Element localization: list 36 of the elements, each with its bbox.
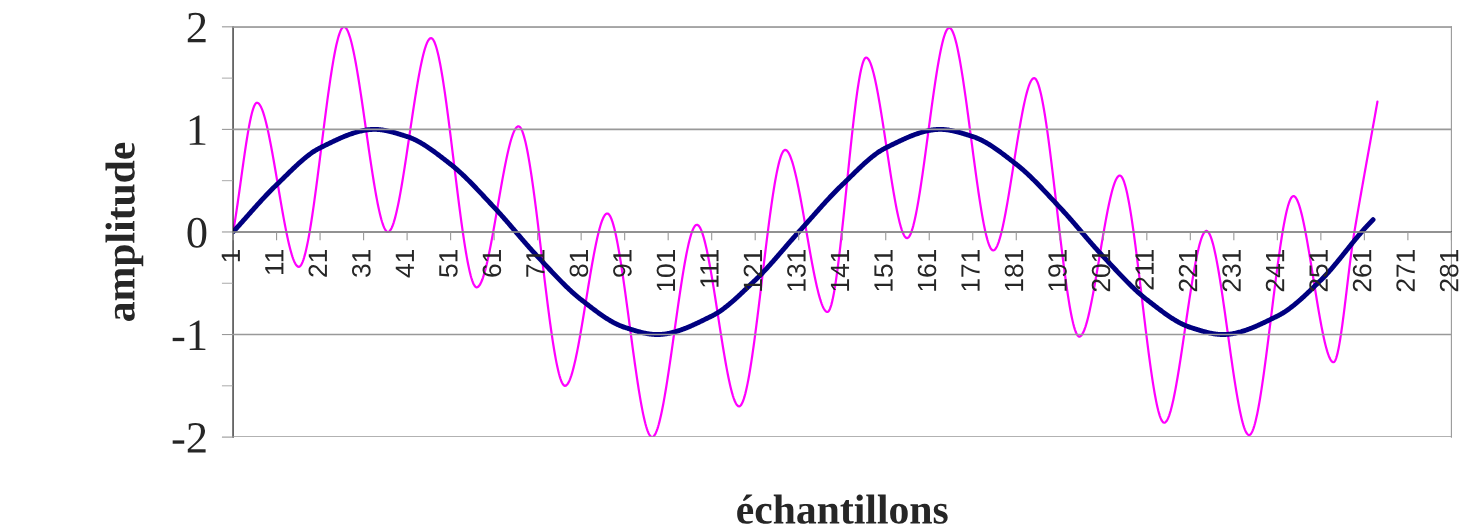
x-tick-label: 111 (700, 249, 719, 287)
x-tick-label: 1 (221, 249, 240, 262)
x-tick-label: 201 (1091, 249, 1111, 292)
x-tick-label: 121 (743, 249, 763, 291)
x-tick-label: 241 (1265, 249, 1285, 292)
x-tick-label: 51 (439, 249, 458, 277)
x-tick-label: 261 (1352, 249, 1372, 292)
y-tick-label: 2 (187, 12, 206, 43)
x-tick-label: 101 (656, 249, 676, 291)
y-axis-title: amplitude (105, 142, 144, 321)
x-tick-label: 131 (787, 249, 806, 291)
y-tick-label: 0 (187, 217, 207, 248)
x-tick-label: 31 (351, 249, 371, 277)
x-tick-label: 271 (1396, 249, 1415, 292)
x-tick-label: 221 (1178, 249, 1198, 292)
x-tick-label: 251 (1309, 249, 1328, 292)
x-tick-label: 181 (1004, 249, 1024, 291)
x-tick-label: 81 (569, 249, 589, 277)
x-tick-label: 281 (1439, 249, 1459, 292)
x-tick-label: 41 (395, 249, 414, 278)
x-tick-label: 151 (874, 249, 893, 291)
x-tick-label: 161 (917, 249, 937, 291)
x-tick-label: 61 (482, 249, 502, 277)
x-tick-label: 191 (1048, 249, 1067, 291)
x-tick-label: 11 (265, 249, 284, 275)
x-tick-label: 231 (1222, 249, 1241, 292)
x-tick-label: 171 (961, 249, 980, 291)
x-tick-label: 91 (613, 249, 632, 277)
y-tick-label: -1 (172, 320, 206, 350)
x-tick-label: 21 (308, 249, 327, 277)
x-tick-label: 141 (830, 249, 850, 291)
x-axis-title: échantillons (737, 494, 948, 524)
x-tick-label: 71 (526, 249, 545, 277)
y-tick-label: -2 (172, 423, 206, 453)
x-tick-label: 211 (1135, 249, 1154, 290)
y-tick-label: 1 (189, 115, 206, 145)
